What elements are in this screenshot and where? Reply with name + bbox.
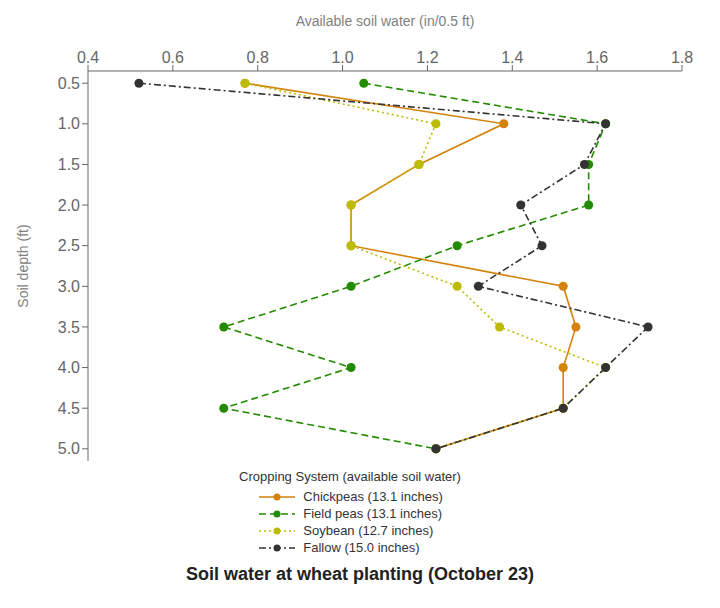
svg-text:4.0: 4.0 bbox=[58, 359, 80, 376]
svg-text:0.8: 0.8 bbox=[247, 49, 269, 66]
html-text:Cropping System (available soi: Cropping System (available soil water) bbox=[239, 469, 461, 484]
svg-text:4.5: 4.5 bbox=[58, 400, 80, 417]
svg-text:0.5: 0.5 bbox=[58, 75, 80, 92]
svg-text:1.6: 1.6 bbox=[586, 49, 608, 66]
svg-text:0.4: 0.4 bbox=[77, 49, 99, 66]
svg-text:5.0: 5.0 bbox=[58, 440, 80, 457]
svg-text:1.0: 1.0 bbox=[331, 49, 353, 66]
html-text:Field peas (13.1 inches): Field peas (13.1 inches) bbox=[303, 506, 442, 521]
svg-text:Soil depth (ft): Soil depth (ft) bbox=[15, 224, 31, 307]
svg-text:1.2: 1.2 bbox=[416, 49, 438, 66]
svg-text:1.8: 1.8 bbox=[671, 49, 693, 66]
svg-text:1.5: 1.5 bbox=[58, 156, 80, 173]
html-text:Chickpeas (13.1 inches): Chickpeas (13.1 inches) bbox=[303, 489, 443, 504]
svg-text:Available soil water (in/0.5 f: Available soil water (in/0.5 ft) bbox=[296, 13, 475, 29]
svg-text:2.0: 2.0 bbox=[58, 197, 80, 214]
html-text:Soil water at wheat planting (: Soil water at wheat planting (October 23… bbox=[186, 564, 534, 584]
svg-text:0.6: 0.6 bbox=[162, 49, 184, 66]
html-text:Fallow (15.0 inches): Fallow (15.0 inches) bbox=[303, 540, 420, 555]
svg-text:1.4: 1.4 bbox=[501, 49, 523, 66]
svg-text:2.5: 2.5 bbox=[58, 237, 80, 254]
svg-text:3.0: 3.0 bbox=[58, 278, 80, 295]
svg-text:1.0: 1.0 bbox=[58, 115, 80, 132]
svg-text:3.5: 3.5 bbox=[58, 319, 80, 336]
html-text:Soybean (12.7 inches): Soybean (12.7 inches) bbox=[303, 523, 434, 538]
